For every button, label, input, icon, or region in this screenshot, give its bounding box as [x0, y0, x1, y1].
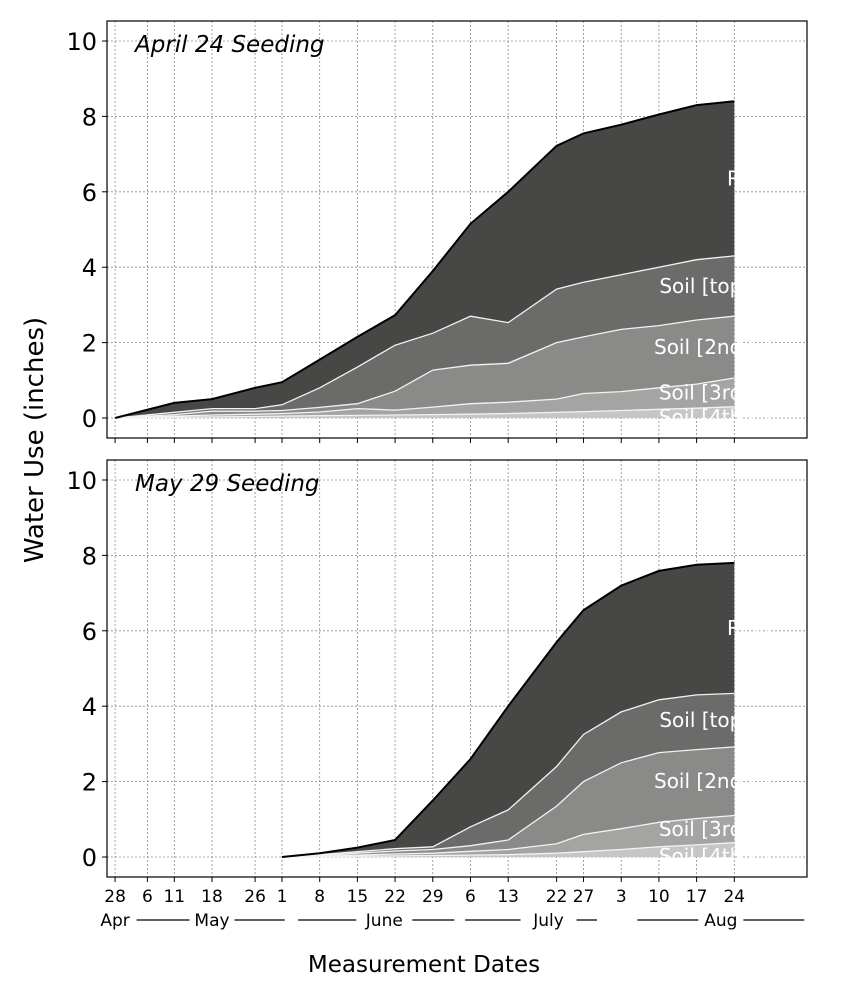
y-axis: 0 2 4 6 8 10: [66, 28, 107, 433]
x-tick-label: 1: [277, 887, 288, 907]
soil-top-ft-label: Soil [top ft]: [659, 708, 771, 732]
panel-april-24: Soil [4th ft]Soil [3rd ft] Soil [2nd ft] S…: [66, 20, 808, 443]
soil-top-ft-label: Soil [top ft]: [659, 274, 771, 298]
rain-label: Rain: [727, 616, 771, 640]
soil-3rd-ft-label: Soil [3rd ft]: [659, 380, 771, 404]
x-axis-label: Measurement Dates: [308, 952, 540, 978]
line-rain: [114, 100, 735, 419]
soil-4th-ft-label: Soil [4th ft]: [659, 844, 771, 868]
x-tick-label: 6: [142, 887, 153, 907]
x-tick-label: 13: [497, 887, 519, 907]
area-rain: [282, 562, 735, 857]
line-soil-3rd-ft: [115, 377, 735, 419]
y-tick-label: 6: [82, 618, 97, 646]
area-soil-3rd-ft: [282, 815, 735, 857]
area-soil-2nd-ft: [115, 316, 735, 418]
panel-title: May 29 Seeding: [135, 471, 320, 497]
area-soil-4th-ft: [115, 406, 735, 418]
area-soil-4th-ft: [282, 842, 735, 857]
x-tick-label: 22: [384, 887, 406, 907]
panel-title: April 24 Seeding: [133, 32, 325, 58]
series-labels: Soil [4th ft]Soil [3rd ft] Soil [2nd ft] S…: [654, 167, 771, 430]
x-tick-label: 3: [616, 887, 627, 907]
plot-frame: [106, 20, 808, 439]
x-tick-label: 28: [104, 887, 126, 907]
soil-3rd-ft-label: Soil [3rd ft]: [659, 817, 771, 841]
x-tick-label: 15: [347, 887, 369, 907]
soil-2nd-ft-label: Soil [2nd ft]: [654, 769, 771, 793]
line-soil-top-ft: [281, 692, 735, 858]
x-tick-label: 8: [314, 887, 325, 907]
x-tick-label: 22: [546, 887, 568, 907]
series-labels: Soil [4th ft] Soil [3rd ft] Soil [2nd ft] S…: [654, 616, 771, 868]
line-soil-3rd-ft: [281, 814, 735, 858]
line-soil-2nd-ft: [281, 746, 735, 858]
y-tick-label: 4: [82, 693, 97, 721]
area-soil-top-ft: [282, 693, 735, 857]
y-tick-label: 6: [82, 179, 97, 207]
y-tick-label: 0: [82, 405, 97, 433]
area-soil-3rd-ft: [115, 378, 735, 418]
line-soil-top-ft: [115, 255, 735, 419]
line-soil-2nd-ft: [115, 315, 735, 419]
month-label-june: June: [365, 911, 403, 931]
x-tick-label: 24: [723, 887, 745, 907]
month-label-may: May: [194, 911, 229, 931]
x-tick-label: 29: [422, 887, 444, 907]
x-tick-label: 18: [201, 887, 223, 907]
plot-frame: [106, 459, 808, 878]
x-tick-label: 26: [244, 887, 266, 907]
line-soil-4th-ft: [115, 406, 735, 419]
x-tick-label: 10: [648, 887, 670, 907]
soil-4th-ft-label: Soil [4th ft]: [659, 405, 771, 429]
month-label-july: July: [532, 911, 564, 931]
y-tick-label: 0: [82, 844, 97, 872]
panel-may-29: Soil [4th ft] Soil [3rd ft] Soil [2nd ft] S…: [66, 459, 808, 882]
y-tick-label: 10: [66, 28, 97, 56]
soil-2nd-ft-label: Soil [2nd ft]: [654, 335, 771, 359]
y-tick-label: 2: [82, 769, 97, 797]
month-label-aug: Aug: [704, 911, 737, 931]
area-rain: [115, 101, 735, 419]
y-axis-label: Water Use (inches): [20, 317, 50, 563]
y-tick-label: 2: [82, 330, 97, 358]
y-tick-label: 4: [82, 254, 97, 282]
line-soil-4th-ft: [281, 842, 735, 858]
y-tick-label: 10: [66, 467, 97, 495]
y-axis: 0 2 4 6 8 10: [66, 467, 107, 872]
x-tick-label: 27: [573, 887, 595, 907]
x-tick-label: 11: [163, 887, 185, 907]
y-tick-label: 8: [82, 542, 97, 570]
area-soil-2nd-ft: [282, 746, 735, 857]
area-soil-top-ft: [115, 255, 735, 418]
y-tick-label: 8: [82, 103, 97, 131]
month-label-apr: Apr: [100, 911, 129, 931]
line-rain: [281, 561, 735, 858]
rain-label: Rain: [727, 167, 771, 191]
x-tick-label: 17: [686, 887, 708, 907]
x-tick-label: 6: [465, 887, 476, 907]
